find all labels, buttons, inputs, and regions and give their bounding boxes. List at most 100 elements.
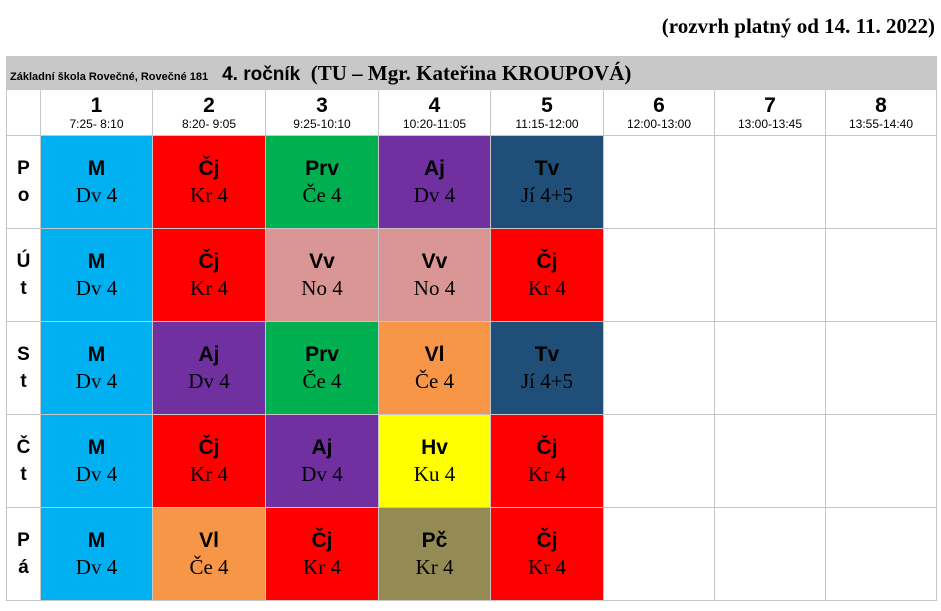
period-number: 1 xyxy=(90,93,103,117)
lesson-subject: Aj xyxy=(424,157,445,180)
lesson-subject: Vl xyxy=(199,529,219,552)
empty-cell xyxy=(825,135,937,229)
lesson-subject: M xyxy=(87,436,106,459)
school-name: Základní škola Rovečné, Rovečné 181 xyxy=(10,70,209,83)
empty-cell xyxy=(603,321,715,415)
day-letter: S xyxy=(17,344,30,365)
period-header: 2 8:20- 9:05 xyxy=(152,89,266,136)
lesson-teacher-room: Dv 4 xyxy=(413,183,456,207)
lesson-teacher-room: Kr 4 xyxy=(528,462,566,486)
lesson-teacher-room: Jí 4+5 xyxy=(520,183,574,207)
lesson-cell: Tv Jí 4+5 xyxy=(490,321,604,415)
lesson-subject: M xyxy=(87,157,106,180)
period-time: 7:25- 8:10 xyxy=(69,116,124,131)
lesson-cell: Vl Če 4 xyxy=(378,321,491,415)
lesson-teacher-room: Dv 4 xyxy=(188,369,230,393)
class-title: 4. ročník (TU – Mgr. Kateřina KROUPOVÁ) xyxy=(222,61,631,86)
period-time: 9:25-10:10 xyxy=(293,116,351,131)
lesson-subject: M xyxy=(87,529,106,552)
lesson-teacher-room: Dv 4 xyxy=(301,462,343,486)
lesson-subject: Čj xyxy=(198,436,220,459)
lesson-teacher-room: Dv 4 xyxy=(75,555,118,579)
lesson-cell: Aj Dv 4 xyxy=(152,321,266,415)
class-teacher: (TU – Mgr. Kateřina KROUPOVÁ) xyxy=(310,60,632,85)
period-header: 8 13:55-14:40 xyxy=(825,89,937,136)
title-row: Základní škola Rovečné, Rovečné 181 4. r… xyxy=(6,56,937,90)
lesson-teacher-room: Če 4 xyxy=(302,369,342,393)
lesson-subject: Hv xyxy=(421,436,448,459)
lesson-cell: Čj Kr 4 xyxy=(152,228,266,322)
period-number: 6 xyxy=(653,93,665,117)
day-letter: á xyxy=(18,557,29,578)
empty-cell xyxy=(603,507,715,601)
lesson-cell: Prv Če 4 xyxy=(265,135,379,229)
period-number: 4 xyxy=(428,93,441,117)
lesson-subject: Pč xyxy=(421,529,448,552)
lesson-teacher-room: Kr 4 xyxy=(190,462,228,486)
lesson-cell: Čj Kr 4 xyxy=(490,228,604,322)
lesson-teacher-room: Kr 4 xyxy=(415,555,454,579)
period-header: 6 12:00-13:00 xyxy=(603,89,715,136)
period-time: 13:00-13:45 xyxy=(737,116,803,131)
lesson-teacher-room: Kr 4 xyxy=(528,555,566,579)
period-number: 7 xyxy=(764,93,776,117)
lesson-teacher-room: Ku 4 xyxy=(413,462,456,486)
lesson-subject: Čj xyxy=(536,436,558,459)
lesson-teacher-room: No 4 xyxy=(413,276,456,300)
day-letter: t xyxy=(20,278,27,299)
lesson-subject: Čj xyxy=(311,529,333,552)
period-header: 4 10:20-11:05 xyxy=(378,89,491,136)
lesson-teacher-room: Kr 4 xyxy=(190,276,228,300)
period-number: 2 xyxy=(203,93,215,117)
period-header: 3 9:25-10:10 xyxy=(265,89,379,136)
empty-cell xyxy=(603,414,715,508)
period-time: 11:15-12:00 xyxy=(515,116,579,131)
period-header: 5 11:15-12:00 xyxy=(490,89,604,136)
period-number: 8 xyxy=(875,93,887,117)
lesson-subject: Vl xyxy=(424,343,445,366)
empty-cell xyxy=(714,135,826,229)
lesson-subject: Tv xyxy=(534,343,560,366)
lesson-teacher-room: Če 4 xyxy=(189,555,229,579)
period-header: 7 13:00-13:45 xyxy=(714,89,826,136)
lesson-teacher-room: Kr 4 xyxy=(303,555,341,579)
lesson-teacher-room: Če 4 xyxy=(414,369,455,393)
lesson-cell: Čj Kr 4 xyxy=(490,414,604,508)
lesson-subject: Čj xyxy=(198,250,220,273)
lesson-subject: Aj xyxy=(198,343,220,366)
lesson-teacher-room: No 4 xyxy=(301,276,343,300)
lesson-cell: Vv No 4 xyxy=(378,228,491,322)
lesson-subject: Čj xyxy=(536,250,558,273)
lesson-teacher-room: Jí 4+5 xyxy=(520,369,574,393)
lesson-subject: Aj xyxy=(311,436,333,459)
period-time: 10:20-11:05 xyxy=(402,116,467,131)
class-grade: 4. ročník xyxy=(222,63,301,85)
lesson-subject: Tv xyxy=(534,157,560,180)
day-letter: o xyxy=(17,185,30,206)
day-letter: t xyxy=(20,371,27,392)
lesson-subject: Vv xyxy=(421,250,448,273)
period-header-row: 1 7:25- 8:10 2 8:20- 9:05 3 9:25-10:10 4 10:… xyxy=(6,89,937,136)
lesson-cell: M Dv 4 xyxy=(40,507,153,601)
lesson-cell: M Dv 4 xyxy=(40,135,153,229)
empty-cell xyxy=(603,135,715,229)
day-letter: Ú xyxy=(16,251,31,272)
lesson-cell: Čj Kr 4 xyxy=(152,414,266,508)
period-number: 3 xyxy=(316,93,328,117)
lesson-cell: Aj Dv 4 xyxy=(265,414,379,508)
lesson-subject: Prv xyxy=(305,157,339,180)
lesson-cell: Vv No 4 xyxy=(265,228,379,322)
day-letter: P xyxy=(17,158,30,179)
lesson-cell: M Dv 4 xyxy=(40,321,153,415)
empty-cell xyxy=(825,228,937,322)
timetable: Základní škola Rovečné, Rovečné 181 4. r… xyxy=(6,56,937,601)
lesson-teacher-room: Dv 4 xyxy=(75,462,118,486)
period-header: 1 7:25- 8:10 xyxy=(40,89,153,136)
